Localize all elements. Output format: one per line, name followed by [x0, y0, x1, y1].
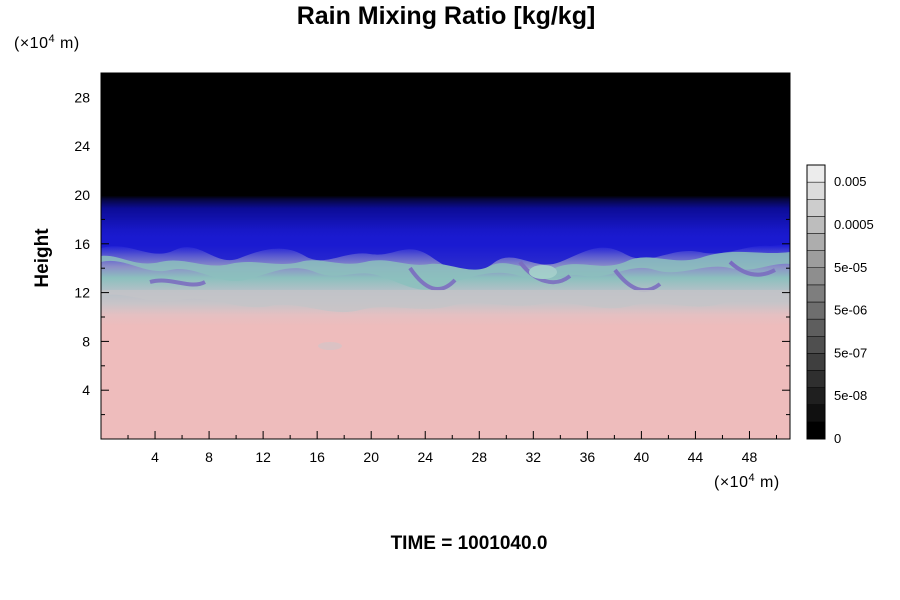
chart-title: Rain Mixing Ratio [kg/kg] [297, 2, 596, 30]
colorbar-label: 5e-06 [834, 303, 867, 318]
y-unit-exponent: 4 [48, 33, 55, 45]
colorbar-segment [806, 164, 826, 183]
x-tick-label: 40 [634, 449, 650, 465]
colorbar-segment [806, 267, 826, 286]
y-tick-label: 16 [74, 236, 90, 252]
colorbar-segment [806, 404, 826, 423]
x-unit-prefix: (×10 [714, 474, 748, 491]
colorbar-label: 5e-07 [834, 345, 867, 360]
colorbar-segment [806, 421, 826, 440]
x-tick-label: 48 [742, 449, 758, 465]
colorbar-segment [806, 353, 826, 371]
colorbar-segment [806, 250, 826, 268]
x-tick-label: 8 [205, 449, 213, 465]
colorbar-segment [806, 336, 826, 354]
colorbar-segment [806, 284, 826, 303]
x-unit-suffix: m) [755, 474, 780, 491]
y-axis-ticks: 4 8 12 16 20 24 28 [74, 89, 790, 416]
colorbar-label: 5e-05 [834, 260, 867, 275]
colorbar-label: 0.005 [834, 174, 867, 189]
x-unit-exponent: 4 [748, 472, 755, 484]
colorbar-segment [806, 370, 826, 388]
y-tick-label: 20 [74, 187, 90, 203]
heatmap-field [101, 73, 790, 439]
plot-frame [100, 72, 791, 440]
y-tick-label: 4 [82, 382, 90, 398]
blue-band-edge [101, 236, 790, 273]
small-gray-patch [318, 342, 342, 350]
x-tick-label: 4 [151, 449, 159, 465]
colorbar-label: 0 [834, 431, 841, 446]
y-axis-unit: (×104 m) [14, 33, 80, 52]
y-tick-label: 8 [82, 333, 90, 349]
x-axis-unit: (×104 m) [714, 472, 780, 491]
cyan-swirl-band [101, 251, 790, 290]
x-tick-label: 44 [688, 449, 704, 465]
y-axis-label: Height [32, 228, 53, 288]
colorbar-label: 5e-08 [834, 388, 867, 403]
colorbar-segment [806, 216, 826, 234]
y-unit-suffix: m) [55, 35, 80, 52]
x-tick-label: 12 [255, 449, 271, 465]
gray-lower-edge [101, 290, 790, 313]
colorbar-segment [806, 318, 826, 337]
colorbar-segment [806, 387, 826, 405]
colorbar-segment [806, 233, 826, 251]
y-tick-label: 12 [74, 285, 90, 301]
x-tick-label: 16 [309, 449, 325, 465]
y-tick-label: 28 [74, 89, 90, 105]
x-tick-label: 36 [580, 449, 596, 465]
cyan-eddy [529, 265, 557, 279]
x-tick-label: 20 [363, 449, 379, 465]
x-tick-label: 28 [471, 449, 487, 465]
time-label: TIME = 1001040.0 [391, 533, 548, 554]
colorbar-segment [806, 181, 826, 200]
y-unit-prefix: (×10 [14, 35, 48, 52]
colorbar-frame [806, 164, 826, 440]
purple-swirls [149, 260, 776, 293]
y-tick-label: 24 [74, 138, 90, 154]
colorbar-label: 0.0005 [834, 217, 874, 232]
colorbar: 0 5e-08 5e-07 5e-06 5e-05 0.0005 0.005 [806, 164, 874, 446]
x-tick-label: 24 [417, 449, 433, 465]
x-tick-label: 32 [526, 449, 542, 465]
colorbar-segment [806, 199, 826, 217]
x-axis-ticks: 4 8 12 16 20 24 28 32 36 40 44 48 [127, 73, 777, 465]
colorbar-segment [806, 301, 826, 320]
field-texture [101, 236, 790, 350]
